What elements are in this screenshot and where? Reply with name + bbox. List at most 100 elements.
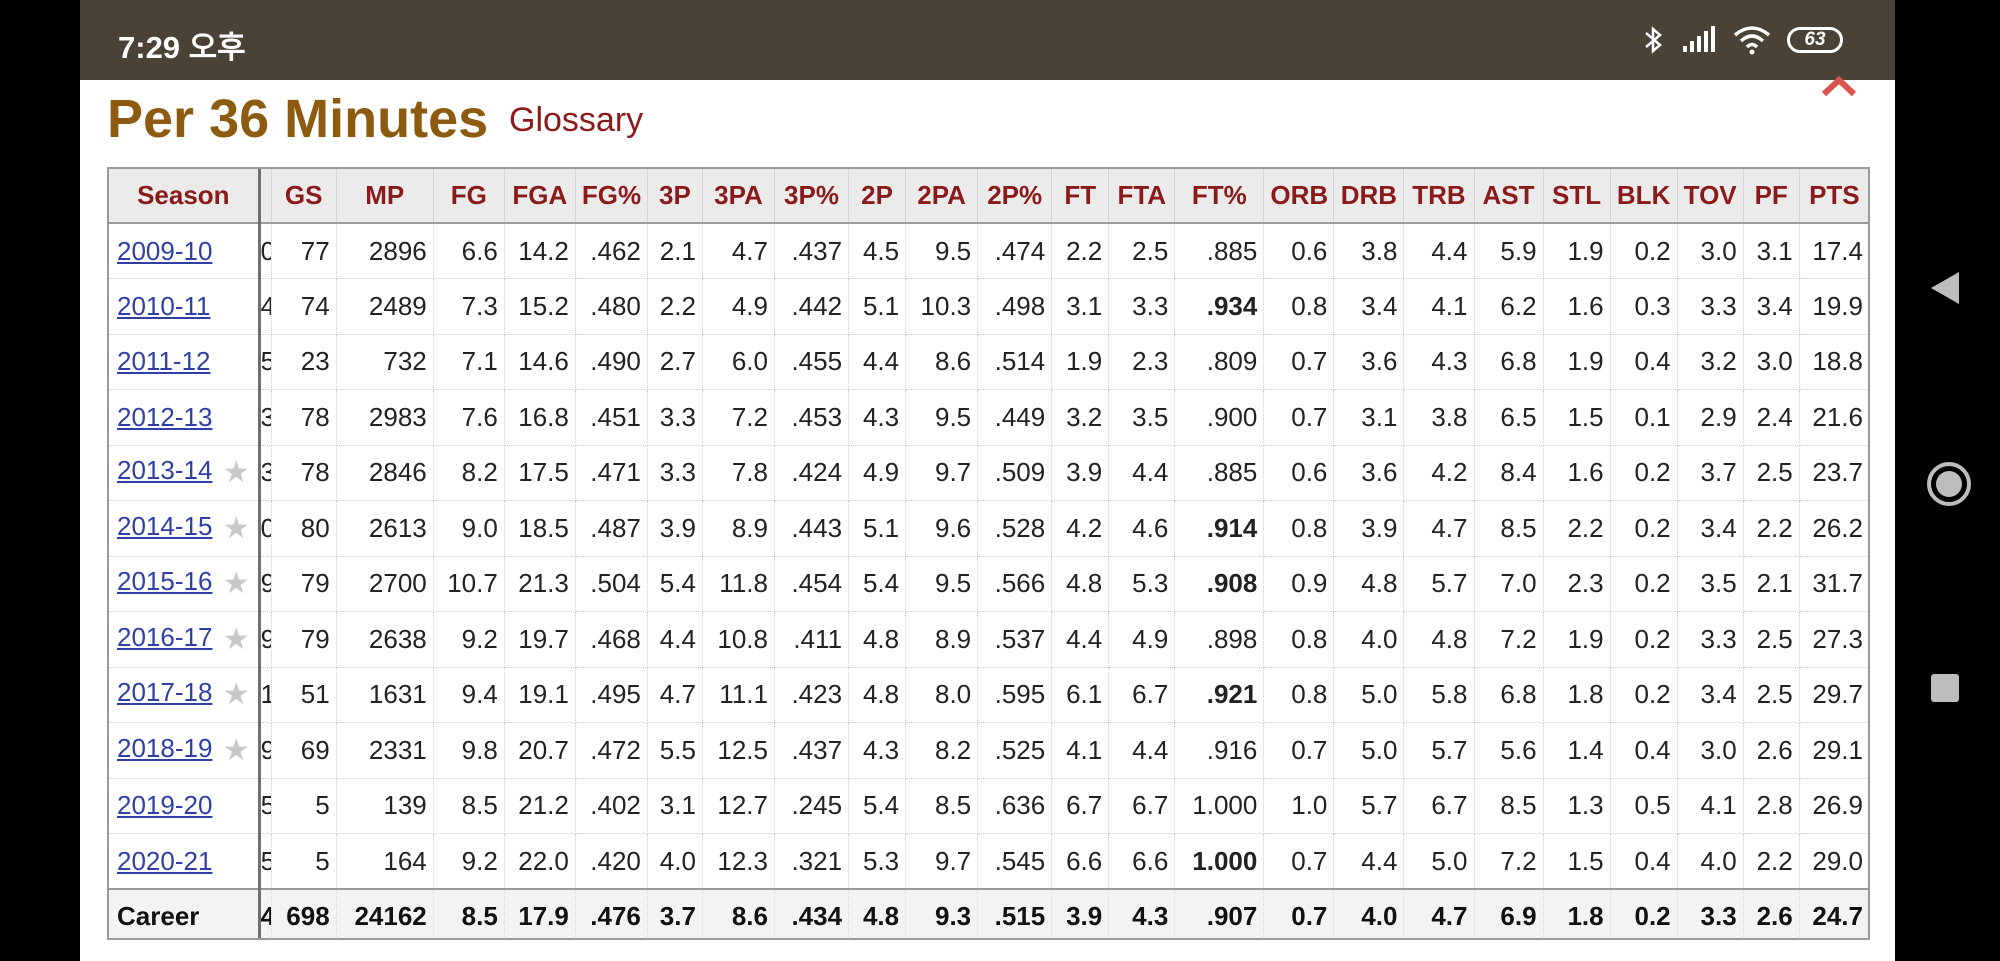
season-link[interactable]: 2016-17 (117, 621, 213, 652)
stat-cell: 2331 (336, 722, 434, 779)
stat-cell: 21.6 (1799, 389, 1868, 446)
header-fg[interactable]: FG (433, 169, 505, 224)
stat-cell: 17.4 (1799, 223, 1868, 279)
stat-cell: 5.3 (848, 833, 907, 890)
season-link[interactable]: 2013-14 (117, 455, 213, 486)
stat-cell: 7.0 (1474, 556, 1544, 612)
stat-cell: 2638 (336, 611, 434, 668)
header-ft[interactable]: FT (1051, 169, 1110, 224)
home-icon[interactable] (1925, 460, 1973, 508)
season-link[interactable]: 2010-11 (117, 290, 211, 321)
header-fta[interactable]: FTA (1108, 169, 1176, 224)
stat-cell: 5.3 (1108, 556, 1176, 612)
header-pf[interactable]: PF (1743, 169, 1800, 224)
header-trb[interactable]: TRB (1403, 169, 1475, 224)
season-link[interactable]: 2019-20 (117, 790, 213, 821)
stat-cell: 2.2 (1743, 500, 1800, 557)
header-mp[interactable]: MP (336, 169, 434, 224)
header-season[interactable]: Season (109, 169, 261, 224)
header-blk[interactable]: BLK (1610, 169, 1678, 224)
season-link[interactable]: 2012-13 (117, 401, 213, 432)
header-stl[interactable]: STL (1543, 169, 1611, 224)
stat-cell: 8.5 (1474, 778, 1544, 834)
header-3p[interactable]: 3P (647, 169, 703, 224)
stat-cell: 7.2 (1474, 833, 1544, 890)
season-cell: 2017-18 ★ (109, 667, 261, 723)
stat-cell: 4.8 (848, 667, 907, 723)
stat-cell: 3.1 (1743, 223, 1800, 279)
season-link[interactable]: 2020-21 (117, 845, 213, 876)
stat-cell: 1.4 (1543, 722, 1611, 779)
stat-cell: 2.5 (1108, 223, 1176, 279)
header-age[interactable] (259, 169, 272, 224)
age-cell: 4 (259, 278, 272, 335)
season-link[interactable]: 2011-12 (117, 346, 211, 377)
star-icon: ★ (222, 733, 250, 767)
season-cell: 2012-13 (109, 389, 261, 446)
stat-cell: 0.8 (1263, 667, 1335, 723)
stat-cell: .809 (1174, 334, 1265, 390)
career-stat-cell: 8.6 (702, 888, 775, 938)
glossary-link[interactable]: Glossary (509, 101, 644, 139)
stat-cell: .916 (1174, 722, 1265, 779)
career-stat-cell: .434 (774, 888, 850, 938)
stat-cell: 6.6 (1051, 833, 1110, 890)
stat-cell: 3.3 (1677, 611, 1744, 668)
header-tov[interactable]: TOV (1677, 169, 1744, 224)
header-orb[interactable]: ORB (1263, 169, 1335, 224)
season-link[interactable]: 2015-16 (117, 566, 213, 597)
stat-cell: .566 (977, 556, 1053, 612)
stat-cell: 1.9 (1543, 223, 1611, 279)
career-age-cell: 4 (259, 888, 272, 938)
season-link[interactable]: 2017-18 (117, 677, 213, 708)
header-ast[interactable]: AST (1474, 169, 1544, 224)
stat-cell: 21.2 (504, 778, 576, 834)
season-cell: 2019-20 (109, 778, 261, 834)
season-cell: 2018-19 ★ (109, 722, 261, 779)
header-2p-pct[interactable]: 2P% (977, 169, 1053, 224)
stat-cell: 5.1 (848, 500, 907, 557)
stat-cell: 3.0 (1743, 334, 1800, 390)
stat-cell: 2.2 (1743, 833, 1800, 890)
stat-cell: .636 (977, 778, 1053, 834)
header-fga[interactable]: FGA (504, 169, 576, 224)
table-body: 2009-1007728966.614.2.4622.14.7.4374.59.… (109, 223, 1868, 890)
stat-cell: 2.8 (1743, 778, 1800, 834)
browser-screen: 7:29 오후 63 Per 36 Minutes Glossary (80, 0, 1895, 961)
season-link[interactable]: 2009-10 (117, 235, 213, 266)
recents-icon[interactable] (1925, 668, 1965, 708)
stat-cell: 6.7 (1108, 778, 1176, 834)
stat-cell: 4.9 (702, 278, 775, 335)
stat-cell: 77 (271, 223, 337, 279)
header-drb[interactable]: DRB (1333, 169, 1405, 224)
collapse-chevron-icon[interactable] (1821, 72, 1857, 98)
header-fg-pct[interactable]: FG% (575, 169, 648, 224)
header-pts[interactable]: PTS (1799, 169, 1868, 224)
stat-cell: 3.3 (647, 445, 703, 501)
stat-cell: 16.8 (504, 389, 576, 446)
header-3pa[interactable]: 3PA (702, 169, 775, 224)
stat-cell: 2.5 (1743, 611, 1800, 668)
back-icon[interactable] (1925, 266, 1969, 310)
stat-cell: 8.5 (905, 778, 979, 834)
per-36-stats-table: Season GS MP FG FGA FG% 3P 3PA 3P% 2P 2PA 2P% FT FTA F… (109, 169, 1868, 938)
stat-cell: 0.2 (1610, 445, 1678, 501)
stat-cell: 2613 (336, 500, 434, 557)
stat-cell: 9.8 (433, 722, 505, 779)
stat-cell: 9.0 (433, 500, 505, 557)
career-stat-cell: 4.8 (848, 888, 907, 938)
stat-cell: 4.4 (1403, 223, 1475, 279)
header-3p-pct[interactable]: 3P% (774, 169, 850, 224)
header-gs[interactable]: GS (271, 169, 337, 224)
star-icon: ★ (222, 456, 250, 490)
stat-cell: 22.0 (504, 833, 576, 890)
stat-cell: .424 (774, 445, 850, 501)
header-ft-pct[interactable]: FT% (1174, 169, 1265, 224)
header-2p[interactable]: 2P (848, 169, 907, 224)
stat-cell: 0.6 (1263, 445, 1335, 501)
stat-cell: .451 (575, 389, 648, 446)
season-link[interactable]: 2014-15 (117, 510, 213, 541)
per-36-table-container[interactable]: Season GS MP FG FGA FG% 3P 3PA 3P% 2P 2PA 2P% FT FTA F… (107, 167, 1870, 940)
header-2pa[interactable]: 2PA (905, 169, 979, 224)
season-link[interactable]: 2018-19 (117, 732, 213, 763)
